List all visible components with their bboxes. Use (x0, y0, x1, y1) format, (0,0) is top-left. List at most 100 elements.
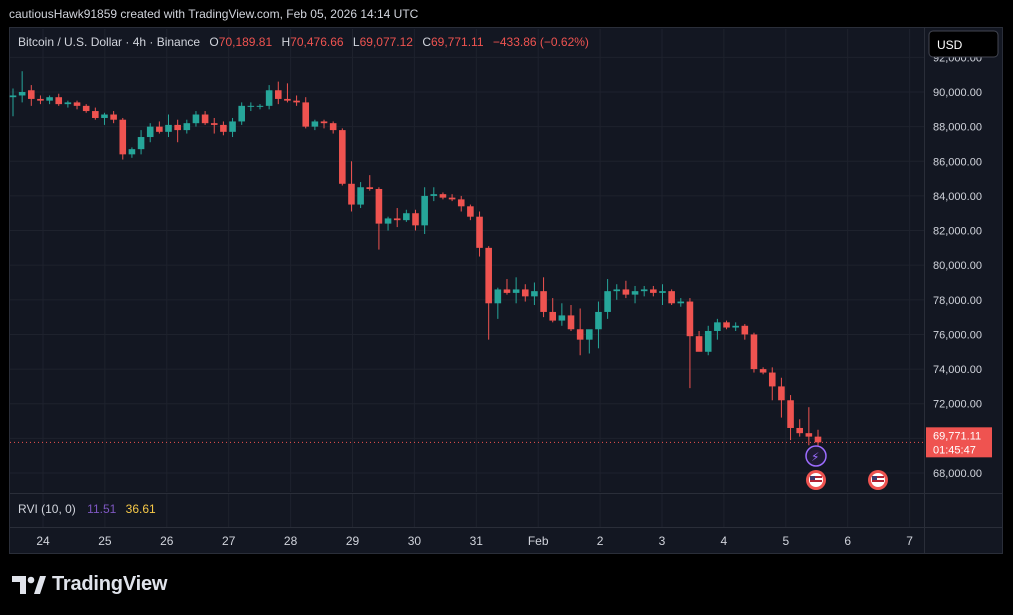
y-tick-label: 82,000.00 (933, 226, 982, 238)
legend-close: 69,771.11 (431, 35, 484, 49)
candle-body (695, 336, 703, 352)
x-tick-label: 5 (782, 534, 789, 548)
candle-body (668, 291, 675, 304)
x-tick-label: 4 (721, 534, 728, 548)
legend-change: −433.86 (−0.62%) (493, 35, 589, 49)
candle (274, 81, 282, 105)
candle-body (165, 124, 172, 132)
candle (796, 419, 803, 437)
candle (805, 407, 813, 446)
candle-body (82, 105, 90, 112)
us-flag-event-icon[interactable] (868, 470, 888, 490)
candle (302, 97, 310, 129)
candle (46, 95, 53, 105)
candle-body (128, 149, 136, 155)
candle-body (247, 105, 255, 107)
candle (18, 71, 26, 103)
candle-body (814, 436, 822, 443)
y-tick-label: 84,000.00 (933, 191, 982, 203)
candle (439, 192, 447, 200)
candle-body (787, 400, 794, 428)
candle (92, 107, 99, 120)
candle (320, 119, 328, 129)
candle-body (384, 218, 392, 224)
candle (503, 279, 511, 295)
candle-body (265, 90, 273, 106)
candle (393, 208, 401, 228)
candle-body (174, 124, 181, 131)
x-tick-label: 26 (160, 534, 174, 548)
candle (768, 367, 776, 401)
candle (576, 308, 584, 356)
candle (375, 187, 383, 250)
candle (714, 318, 721, 340)
candle-body (531, 291, 538, 297)
candle-body (759, 369, 767, 373)
candle (604, 279, 611, 319)
y-tick-label: 76,000.00 (933, 329, 982, 341)
candle (558, 303, 566, 326)
legend-open: 70,189.81 (219, 35, 273, 49)
candle (357, 182, 364, 209)
candle-body (613, 289, 621, 292)
candle-body (210, 123, 218, 125)
candle-body (220, 124, 227, 132)
y-tick-label: 86,000.00 (933, 156, 982, 168)
legend-c-label: C (422, 35, 431, 49)
candle (622, 280, 630, 299)
x-tick-label: 2 (597, 534, 604, 548)
candle-body (119, 119, 127, 155)
candle-body (677, 301, 685, 304)
candle-body (576, 329, 584, 340)
candle (28, 85, 35, 106)
candle-body (339, 130, 346, 184)
us-flag-event-icon[interactable] (806, 470, 826, 490)
candle-body (366, 187, 374, 189)
x-tick-label: 25 (98, 534, 112, 548)
y-tick-label: 90,000.00 (933, 87, 982, 99)
candle-body (595, 311, 602, 330)
candle-body (393, 218, 401, 221)
price-axis: 92,000.00 90,000.00 88,000.00 86,000.00 84,0… (933, 52, 982, 480)
candle-body (622, 289, 630, 295)
legend-o-label: O (209, 35, 218, 49)
candle-body (430, 194, 438, 196)
x-tick-label: 30 (408, 534, 422, 548)
legend-l-label: L (353, 35, 360, 49)
earnings-icon[interactable]: ⚡ (805, 445, 827, 467)
candle-body (457, 199, 465, 207)
legend-high: 70,476.66 (290, 35, 344, 49)
candle (101, 112, 108, 125)
candle-body (18, 92, 26, 96)
candle (631, 285, 639, 304)
candle (55, 93, 63, 106)
candle (220, 121, 227, 136)
candle (128, 147, 136, 158)
y-tick-label: 88,000.00 (933, 122, 982, 134)
candle-body (201, 114, 209, 124)
candle-body (46, 97, 53, 101)
candle-body (192, 114, 200, 124)
candle (174, 119, 181, 143)
candle (686, 298, 694, 389)
x-tick-label: 6 (844, 534, 851, 548)
x-tick-label: 3 (659, 534, 666, 548)
candle-body (796, 427, 803, 434)
candle (695, 330, 703, 352)
candle (192, 111, 200, 127)
candle-body (256, 105, 264, 107)
candle-body (485, 247, 492, 304)
candle-body (284, 98, 291, 101)
candle (521, 284, 529, 302)
legend-symbol: Bitcoin / U.S. Dollar · 4h · Binance (18, 35, 200, 49)
rvi-label: RVI (10, 0) (18, 502, 76, 516)
chart-header-text: cautiousHawk91859 created with TradingVi… (9, 7, 419, 21)
currency-button[interactable]: USD (928, 30, 999, 58)
candle-body (403, 213, 410, 221)
candle (247, 102, 255, 112)
y-tick-label: 80,000.00 (933, 260, 982, 272)
tradingview-logo-text: TradingView (52, 573, 168, 595)
candle (73, 100, 81, 110)
candle (156, 121, 163, 134)
